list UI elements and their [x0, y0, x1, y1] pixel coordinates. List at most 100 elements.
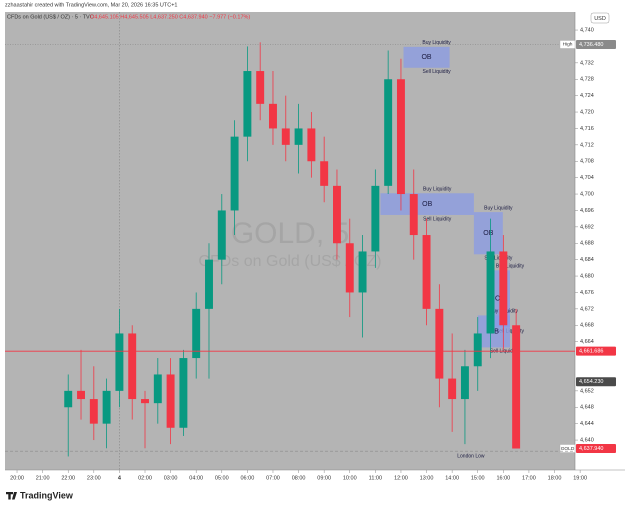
price-label-box [576, 377, 616, 387]
order-block [473, 212, 503, 255]
candle-body [512, 325, 521, 449]
y-tick-label: 4,732 [580, 60, 594, 66]
candle-body [435, 308, 444, 379]
price-label: 4,654.230 [579, 379, 603, 385]
currency[interactable]: USD [594, 16, 606, 22]
zone-bottom-text: Sell Liquidity [490, 349, 519, 355]
candle-body [217, 210, 226, 260]
candle-body [473, 333, 482, 367]
x-tick-label: 05:00 [215, 475, 229, 481]
y-tick-label: 4,724 [580, 93, 594, 99]
candle-body [281, 128, 290, 145]
brand: TradingView [20, 490, 74, 500]
zone-label: OB [483, 230, 493, 237]
price-label: 4,736.480 [579, 42, 603, 48]
candle-body [89, 399, 98, 424]
x-tick-label: 08:00 [292, 475, 306, 481]
zone-label: OB [422, 201, 432, 208]
ohlc: O4,645.105 H4,645.505 L4,637.250 C4,637.… [90, 14, 250, 20]
zone-top-text: Buy Liquidity [484, 205, 513, 211]
x-tick-label: 23:00 [87, 475, 101, 481]
y-tick-label: 4,668 [580, 323, 594, 329]
y-tick-label: 4,692 [580, 224, 594, 230]
x-tick-label: 10:00 [343, 475, 357, 481]
candle-body [153, 374, 162, 404]
level-text: London Low [457, 453, 485, 459]
x-tick-label: 12:00 [394, 475, 408, 481]
y-tick-label: 4,684 [580, 257, 594, 263]
order-block [380, 193, 474, 215]
y-tick-label: 4,664 [580, 339, 594, 345]
candle-body [460, 366, 469, 400]
x-tick-label: 18:00 [548, 475, 562, 481]
candle-body [499, 251, 508, 326]
price-label-box [576, 39, 616, 49]
y-tick-label: 4,644 [580, 421, 594, 427]
candle-body [102, 390, 111, 424]
candle-body [77, 390, 85, 400]
candle-body [230, 136, 239, 211]
currency-box[interactable] [590, 12, 610, 24]
candle-body [269, 103, 277, 129]
x-tick-label: 4 [118, 475, 122, 481]
candle-body [448, 378, 457, 400]
y-tick-label: 4,740 [580, 27, 594, 33]
zone-top-text: Buy Liquidity [423, 187, 452, 193]
y-tick-label: 4,672 [580, 306, 594, 312]
symbol: CFDs on Gold (US$ / OZ) · 5 · TVC [7, 14, 94, 20]
price-tag-box [559, 444, 576, 453]
x-tick-label: 07:00 [266, 475, 280, 481]
watermark: GOLD, 5 [231, 217, 349, 250]
zone-top-text: Buy Liquidity [496, 264, 525, 270]
y-tick-label: 4,716 [580, 126, 594, 132]
candle-body [141, 399, 149, 404]
price-axis-background [575, 12, 625, 470]
y-tick-label: 4,676 [580, 290, 594, 296]
y-tick-label: 4,640 [580, 438, 594, 444]
candle-body [409, 194, 418, 236]
x-tick-label: 09:00 [317, 475, 331, 481]
y-tick-label: 4,700 [580, 192, 594, 198]
price-label: 4,637.940 [579, 446, 603, 452]
candle-body [115, 333, 124, 391]
x-tick-label: 20:00 [10, 475, 24, 481]
candle-body [396, 79, 405, 195]
x-tick-label: 19:00 [573, 475, 587, 481]
x-tick-label: 15:00 [471, 475, 485, 481]
x-tick-label: 04:00 [189, 475, 203, 481]
x-tick-label: 11:00 [369, 475, 382, 481]
candle-body [192, 308, 201, 359]
y-tick-label: 4,648 [580, 405, 594, 411]
y-tick-label: 4,712 [580, 142, 594, 148]
order-block [403, 46, 450, 68]
watermark-sub: CFDs on Gold (US$ / OZ) [198, 253, 381, 270]
x-tick-label: 03:00 [164, 475, 178, 481]
zone-label: OB [421, 54, 431, 61]
y-tick-label: 4,680 [580, 274, 594, 280]
price-label: 4,661.686 [579, 349, 603, 355]
candle-body [332, 185, 341, 244]
zone-bottom-text: Sell Liquidity [496, 329, 525, 335]
zone-bottom-text: Sell Liquidity [484, 256, 513, 262]
candle-body [307, 128, 316, 162]
price-label-box [576, 346, 616, 356]
y-tick-label: 4,688 [580, 241, 594, 247]
logo-mark [5, 492, 17, 500]
zone-bottom-text: Sell Liquidity [423, 216, 452, 222]
price-tag-box [559, 40, 576, 49]
price-tag: GOLD [561, 446, 575, 452]
candle-body [320, 161, 329, 186]
candle-body [345, 243, 354, 293]
price-label-box [576, 444, 616, 454]
candle-body [358, 251, 367, 293]
x-tick-label: 17:00 [522, 475, 536, 481]
x-tick-label: 16:00 [496, 475, 510, 481]
candle-body [486, 251, 495, 334]
x-tick-label: 13:00 [420, 475, 434, 481]
candle-body [179, 358, 188, 428]
candle-body [205, 259, 213, 309]
candle-body [294, 128, 303, 145]
zone-top-text: Buy Liquidity [422, 40, 451, 46]
y-tick-label: 4,720 [580, 109, 594, 115]
